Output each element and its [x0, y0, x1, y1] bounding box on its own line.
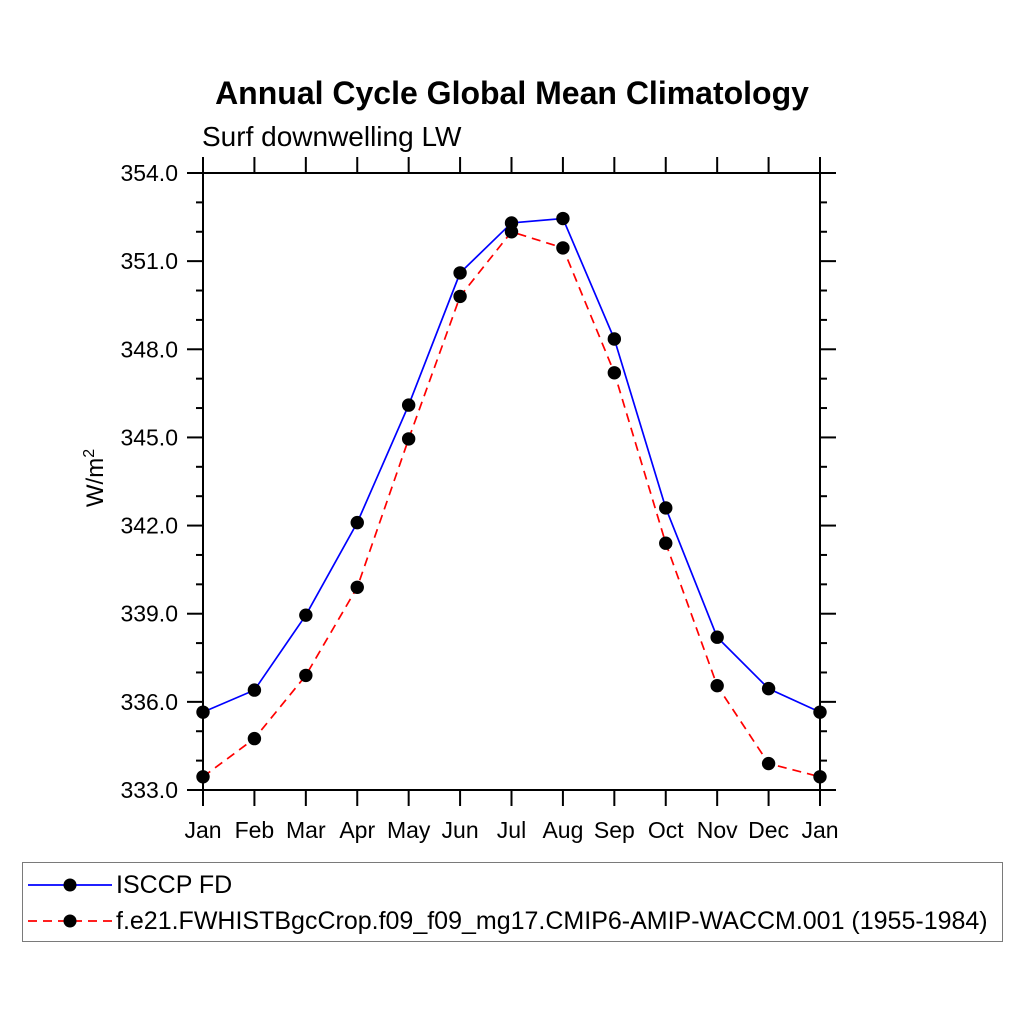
y-tick-label: 333.0	[120, 777, 178, 803]
data-point-marker	[761, 681, 776, 696]
series-line-1	[202, 230, 821, 778]
data-point-marker	[453, 289, 467, 304]
x-tick-label: Apr	[339, 817, 375, 843]
legend-marker-dot	[63, 878, 77, 892]
y-tick-label: 351.0	[120, 248, 178, 274]
data-point-marker	[299, 668, 313, 683]
data-point-marker	[813, 705, 827, 719]
chart-subtitle: Surf downwelling LW	[202, 121, 462, 152]
y-tick-label: 354.0	[120, 160, 178, 186]
data-point-marker	[350, 515, 364, 530]
data-point-marker	[247, 683, 262, 697]
x-tick-label: Jun	[442, 817, 479, 843]
data-point-marker	[453, 266, 467, 280]
x-tick-label: Sep	[594, 817, 635, 843]
y-tick-label: 348.0	[120, 336, 178, 362]
data-point-marker	[196, 770, 210, 784]
legend-swatch-solid-line	[28, 878, 112, 892]
data-point-marker	[196, 705, 210, 719]
data-point-marker	[710, 630, 724, 644]
data-point-marker	[659, 536, 673, 550]
legend-item-isccp: ISCCP FD	[26, 870, 233, 899]
data-point-marker	[607, 332, 622, 346]
x-tick-label: Nov	[697, 817, 738, 843]
x-tick-label: Jul	[497, 817, 526, 843]
x-tick-label: Dec	[748, 817, 789, 843]
data-point-marker	[607, 366, 622, 380]
data-point-marker	[556, 241, 570, 255]
data-point-marker	[761, 756, 776, 771]
y-tick-label: 339.0	[120, 601, 178, 627]
data-point-marker	[710, 678, 724, 693]
y-tick-label: 336.0	[120, 689, 178, 715]
legend-label: f.e21.FWHISTBgcCrop.f09_f09_mg17.CMIP6-A…	[116, 906, 988, 935]
legend-item-model: f.e21.FWHISTBgcCrop.f09_f09_mg17.CMIP6-A…	[26, 906, 988, 935]
y-tick-label: 342.0	[120, 513, 178, 539]
x-tick-label: Jan	[184, 817, 221, 843]
series-line-0	[202, 217, 821, 713]
x-tick-label: May	[387, 817, 431, 843]
x-tick-label: Oct	[648, 817, 684, 843]
data-point-marker	[504, 225, 519, 239]
x-tick-label: Jan	[801, 817, 838, 843]
legend-marker-dot	[63, 914, 77, 928]
legend: ISCCP FD f.e21.FWHISTBgcCrop.f09_f09_mg1…	[22, 862, 1003, 942]
data-point-marker	[659, 501, 673, 515]
data-point-marker	[350, 580, 364, 594]
data-point-marker	[556, 211, 570, 226]
legend-swatch-dashed-line	[28, 914, 112, 928]
data-point-marker	[813, 770, 827, 784]
x-tick-label: Aug	[542, 817, 583, 843]
data-point-marker	[247, 731, 262, 746]
chart-canvas: Jan Feb Mar Apr May Jun Jul Aug Sep Oct Nov Dec Jan3…	[120, 157, 839, 843]
data-point-marker	[299, 608, 313, 622]
data-point-marker	[401, 398, 416, 412]
x-tick-label: Mar	[286, 817, 326, 843]
data-point-marker	[401, 432, 416, 446]
y-tick-label: 345.0	[120, 424, 178, 450]
legend-label: ISCCP FD	[116, 870, 233, 899]
chart-title: Annual Cycle Global Mean Climatology	[215, 75, 809, 111]
x-tick-label: Feb	[235, 817, 275, 843]
